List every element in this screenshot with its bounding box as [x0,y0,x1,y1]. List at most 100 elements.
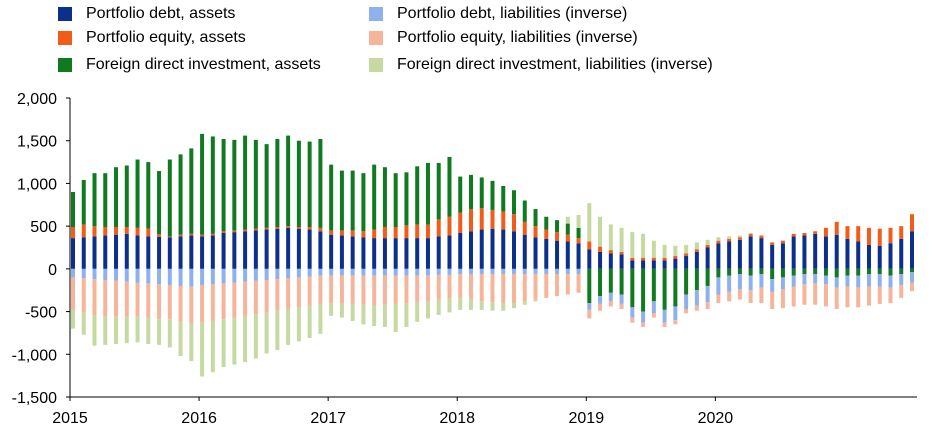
bar-fdi-assets [200,133,205,235]
bar-fdi-assets [372,164,377,230]
x-tick-label: 2016 [181,410,217,427]
bar-pd-liab [512,268,517,274]
bar-fdi-assets [232,139,237,231]
bar-pd-liab [264,268,269,280]
bar-pe-assets [845,226,850,239]
bar-fdi-liab [436,299,441,315]
bar-pd-liab [318,268,323,276]
bar-fdi-assets [135,159,140,228]
bar-pe-liab [157,284,162,320]
bar-pe-liab [468,273,473,300]
bar-fdi-liab [393,303,398,333]
bar-pe-liab [910,282,914,292]
bar-fdi-assets [243,135,248,230]
bar-pd-assets [694,251,699,269]
legend-swatch-pe-liab [369,31,383,45]
bar-fdi-liab-pos [684,244,689,254]
bar-fdi-assets [641,268,646,312]
bar-fdi-assets [587,268,592,304]
bar-fdi-assets [275,139,280,227]
bar-fdi-assets [565,223,570,235]
bar-pd-assets [737,239,742,269]
bar-fdi-liab [307,305,312,339]
bar-fdi-assets [382,167,387,227]
bar-pd-assets [361,237,366,269]
bar-pe-liab [673,320,678,325]
bar-pd-liab [641,311,646,323]
bar-pe-assets [296,227,301,229]
legend-item-fdi-liab: Foreign direct investment, liabilities (… [369,56,713,74]
bar-pe-liab [92,279,97,315]
bar-fdi-liab [146,317,151,345]
bar-pd-assets [307,229,312,269]
bar-pe-liab [780,289,785,309]
bar-pd-assets [350,236,355,269]
bar-pe-liab [587,309,592,319]
bar-fdi-assets [307,141,312,227]
bar-fdi-assets [727,268,732,276]
bar-fdi-liab-pos [651,240,656,258]
bar-pe-assets [759,235,764,239]
legend-swatch-fdi-liab [369,58,383,72]
bar-fdi-liab [533,299,538,302]
bar-pe-liab [544,273,549,298]
bar-pe-assets [361,231,366,238]
bar-pd-liab [404,268,409,276]
bar-pd-liab [146,268,151,284]
bar-fdi-liab [404,303,409,327]
bar-fdi-assets [404,172,409,226]
bar-fdi-assets [501,185,506,212]
bar-fdi-assets [103,173,108,227]
bar-pd-assets [641,260,646,269]
bar-pe-liab [350,275,355,304]
bar-pd-assets [393,238,398,269]
bar-pd-liab [243,268,248,282]
bar-pe-assets [372,229,377,239]
bar-pd-liab [823,275,828,285]
x-tick-label: 2017 [310,410,346,427]
bar-pe-liab [748,290,753,304]
bar-pe-assets [415,224,420,239]
bar-pe-assets [275,227,280,229]
bar-pe-assets [877,228,882,246]
bar-pe-liab [716,294,721,304]
bar-pe-assets [189,233,194,236]
bar-fdi-assets [802,268,807,274]
bar-pe-liab [641,322,646,327]
bar-pd-assets [608,253,613,269]
bar-fdi-liab [221,319,226,368]
bar-pd-assets [372,238,377,269]
y-tick-label: 0 [48,262,57,279]
bar-fdi-liab [318,303,323,334]
bar-pd-liab [910,272,914,283]
bar-pd-liab [124,268,129,282]
bar-pd-assets [167,237,172,269]
bar-pe-liab [436,274,441,300]
bar-fdi-liab [243,315,248,362]
bar-pd-liab [866,273,871,287]
bar-pd-liab [565,268,570,274]
bar-pd-assets [382,238,387,269]
bar-fdi-assets [684,268,689,295]
bar-pe-liab [694,305,699,311]
bar-fdi-liab-pos [694,242,699,250]
bar-pe-assets [533,226,538,238]
bar-pe-assets [834,221,839,235]
bar-fdi-assets [910,268,914,273]
bar-fdi-assets [866,268,871,274]
bar-pd-assets [565,241,570,269]
legend-label-pe-assets: Portfolio equity, assets [86,29,246,46]
bar-pd-assets [587,249,592,269]
bar-pe-liab [361,275,366,305]
bar-pd-assets [662,260,667,269]
bar-pd-liab [813,273,818,284]
bar-pe-liab [576,273,581,293]
bar-fdi-assets [845,268,850,276]
bar-fdi-liab [71,309,75,329]
bar-pe-liab [727,291,732,302]
bar-pe-assets [124,227,129,234]
legend-swatch-fdi-assets [58,58,72,72]
bar-pe-liab [372,275,377,306]
bar-pd-liab [415,268,420,276]
bar-pd-liab [555,268,560,274]
